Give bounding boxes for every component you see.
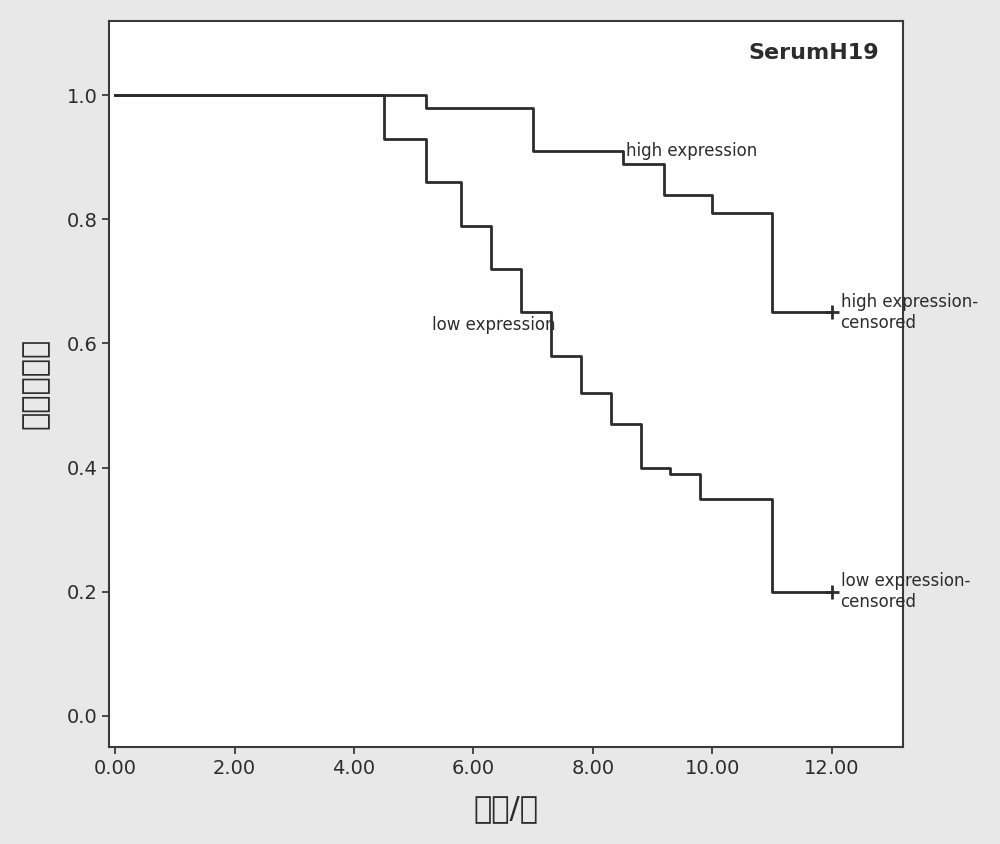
X-axis label: 时间/月: 时间/月: [474, 794, 539, 823]
Text: low expression: low expression: [432, 316, 555, 334]
Text: high expression: high expression: [626, 143, 757, 160]
Y-axis label: 肾脏存活率: 肾脏存活率: [21, 338, 50, 430]
Text: SerumH19: SerumH19: [749, 42, 879, 62]
Text: low expression-
censored: low expression- censored: [841, 572, 970, 611]
Text: high expression-
censored: high expression- censored: [841, 293, 978, 332]
